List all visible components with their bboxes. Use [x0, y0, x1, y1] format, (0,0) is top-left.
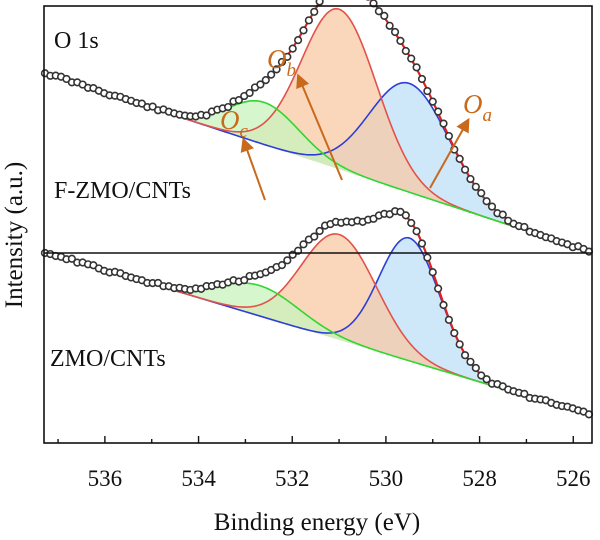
data-point-panel1 — [417, 239, 427, 248]
data-point-panel0 — [148, 102, 157, 111]
panel-label-bottom: ZMO/CNTs — [50, 346, 166, 372]
data-point-panel0 — [455, 154, 464, 163]
data-point-panel0 — [277, 57, 287, 67]
data-point-panel0 — [202, 111, 211, 120]
data-point-panel0 — [428, 97, 437, 106]
chart-title: O 1s — [54, 28, 99, 54]
data-point-panel1 — [428, 268, 437, 277]
data-point-panel1 — [471, 363, 480, 373]
data-point-panel1 — [277, 261, 287, 270]
data-point-panel1 — [466, 357, 475, 366]
data-point-panel0 — [234, 96, 243, 105]
data-point-panel0 — [272, 65, 281, 74]
data-point-panel0 — [385, 21, 394, 30]
data-point-panel0 — [256, 80, 265, 89]
axis-layer: 536 534 532 530 528 526 — [43, 5, 593, 491]
data-point-panel1 — [444, 315, 454, 324]
data-point-panel0 — [283, 52, 292, 61]
data-point-panel0 — [261, 76, 270, 85]
data-point-panel0 — [471, 182, 480, 191]
data-point-panel0 — [288, 44, 297, 53]
annotation-arrow-oa — [429, 117, 470, 189]
data-point-panel1 — [240, 276, 249, 285]
data-point-panel0 — [466, 174, 475, 184]
data-point-panel0 — [293, 36, 303, 45]
x-tick-label-530: 530 — [369, 466, 404, 491]
data-point-panel1 — [423, 253, 432, 262]
data-point-panel0 — [267, 70, 276, 79]
data-point-panel0 — [299, 26, 308, 35]
data-point-panel0 — [417, 74, 427, 84]
data-point-panel1 — [482, 375, 491, 384]
data-point-panel1 — [434, 284, 443, 293]
data-point-panel0 — [245, 88, 254, 98]
annotation-arrow-ob — [296, 73, 343, 181]
data-point-panel0 — [460, 165, 470, 174]
data-point-panel1 — [477, 371, 486, 380]
annotation-sub: b — [287, 60, 297, 81]
data-point-panel0 — [423, 86, 432, 96]
data-point-panel1 — [412, 227, 421, 236]
x-tick-label-536: 536 — [88, 466, 123, 491]
data-point-panel1 — [450, 328, 459, 338]
data-point-panel1 — [401, 211, 410, 220]
data-point-panel0 — [401, 46, 410, 56]
data-point-panel1 — [283, 256, 292, 265]
x-tick-label-532: 532 — [275, 466, 310, 491]
data-point-panel1 — [455, 340, 464, 349]
data-point-panel0 — [434, 107, 443, 116]
data-point-panel0 — [396, 36, 405, 45]
data-point-panel0 — [487, 202, 497, 211]
data-point-panel0 — [412, 63, 421, 72]
x-axis-title: Binding energy (eV) — [214, 509, 420, 536]
data-point-panel0 — [374, 7, 383, 16]
data-point-panel1 — [407, 218, 416, 228]
data-point-panel1 — [315, 226, 324, 236]
data-point-panel0 — [482, 197, 491, 206]
y-axis-title: Intensity (a.u.) — [1, 162, 28, 308]
x-tick-label-528: 528 — [462, 466, 497, 491]
data-point-panel0 — [498, 210, 507, 219]
data-point-panel0 — [520, 222, 529, 232]
data-point-panel0 — [304, 16, 313, 25]
marker-layers — [40, 0, 594, 419]
data-point-panel1 — [67, 254, 76, 263]
data-point-panel0 — [407, 54, 416, 63]
data-point-panel1 — [460, 351, 470, 360]
annotation-sub: a — [483, 105, 493, 126]
data-point-panel1 — [520, 389, 529, 398]
plot-frame — [43, 5, 593, 444]
panel-label-top: F-ZMO/CNTs — [54, 178, 191, 204]
annotation-arrow-oc — [240, 137, 266, 201]
data-point-panel0 — [380, 11, 389, 20]
x-tick-label-534: 534 — [181, 466, 216, 491]
data-point-panel0 — [223, 102, 233, 112]
peak-fill-oa-panel1 — [46, 237, 592, 416]
annotation-sub: c — [240, 121, 249, 142]
data-point-panel0 — [310, 7, 319, 16]
data-point-panel1 — [299, 240, 308, 249]
data-point-panel0 — [444, 131, 454, 141]
data-point-panel0 — [390, 27, 400, 37]
data-point-panel1 — [310, 232, 319, 241]
peak-fill-ob-panel0 — [46, 8, 592, 252]
data-point-panel1 — [439, 300, 448, 310]
data-point-panel0 — [477, 189, 486, 198]
x-tick-label-526: 526 — [556, 466, 591, 491]
data-point-panel0 — [439, 119, 448, 128]
data-point-panel0 — [315, 0, 324, 6]
annotation-label-oa: Oa — [463, 89, 492, 126]
